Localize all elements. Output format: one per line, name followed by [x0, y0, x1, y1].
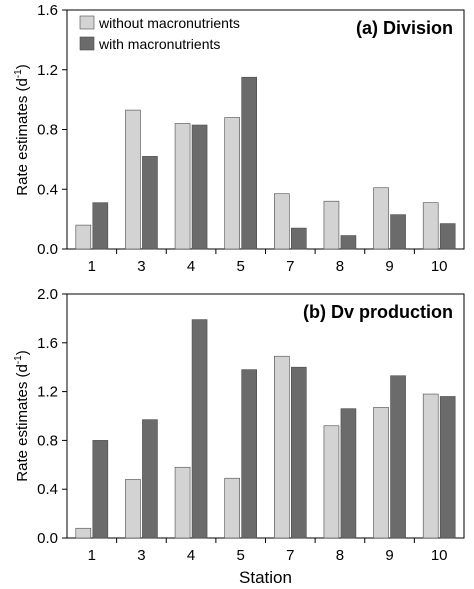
x-tick-label: 9 [385, 547, 393, 564]
bar-without-9 [373, 187, 389, 250]
x-axis-label: Station [239, 568, 292, 587]
y-tick-label: 1.6 [37, 2, 58, 19]
y-tick-label: 0.0 [37, 530, 58, 547]
bar-with-8 [340, 235, 357, 250]
y-tick-label: 0.4 [37, 181, 58, 198]
x-tick-label: 9 [385, 258, 393, 275]
bar-with-3 [142, 156, 158, 250]
x-tick-label: 3 [137, 258, 145, 275]
bar-without-8 [323, 200, 340, 250]
bar-with-9 [390, 214, 406, 250]
bar-with-10 [439, 223, 456, 250]
x-tick-label: 1 [88, 547, 96, 564]
bar-with-8 [340, 408, 357, 539]
bar-without-10 [422, 202, 439, 250]
y-tick-label: 1.6 [37, 335, 58, 352]
panel-a: 0.0 0.4 0.8 1.2 1.6 Rate estimates (d-1) 1 3 4 5 7… [13, 2, 465, 275]
bar-without-9 [373, 407, 389, 539]
bar-without-1 [75, 224, 92, 250]
bar-with-1 [92, 440, 109, 539]
bar-with-5 [241, 76, 257, 250]
legend-label: without macronutrients [98, 15, 240, 31]
bar-with-4 [191, 319, 208, 539]
y-tick-label: 0.8 [37, 432, 58, 449]
bar-with-7 [291, 366, 307, 539]
bar-without-8 [323, 425, 340, 539]
bar-without-7 [274, 193, 290, 250]
bar-without-4 [174, 123, 191, 250]
bar-with-9 [390, 375, 406, 539]
x-tick-label: 4 [187, 547, 195, 564]
x-tick-label: 10 [431, 547, 448, 564]
legend-swatch [79, 15, 95, 30]
y-tick-label: 2.0 [37, 286, 58, 303]
x-tick-label: 7 [286, 258, 294, 275]
bar-without-3 [125, 479, 141, 539]
bar-without-4 [174, 466, 191, 539]
x-tick-label: 5 [237, 258, 245, 275]
panel-title: (a) Division [356, 18, 453, 38]
x-tick-label: 3 [137, 547, 145, 564]
bar-without-5 [224, 477, 240, 539]
y-axis-label: Rate estimates (d-1) [13, 64, 31, 195]
x-tick-label: 8 [336, 258, 344, 275]
bar-with-1 [92, 202, 109, 250]
bar-without-3 [125, 109, 141, 250]
y-tick-label: 0.0 [37, 241, 58, 258]
legend: without macronutrients with macronutrient… [79, 15, 240, 52]
x-tick-label: 1 [88, 258, 96, 275]
bar-with-3 [142, 419, 158, 539]
bar-with-7 [291, 227, 307, 250]
x-tick-label: 10 [431, 258, 448, 275]
y-tick-label: 0.8 [37, 122, 58, 139]
x-tick-label: 8 [336, 547, 344, 564]
bar-without-5 [224, 117, 240, 250]
y-axis-label: Rate estimates (d-1) [13, 350, 31, 481]
x-tick-label: 4 [187, 258, 195, 275]
panel-b: 0.0 0.4 0.8 1.2 1.6 2.0 Rate estimates (d-1) 1 3… [13, 286, 465, 587]
bar-with-10 [439, 396, 456, 539]
y-tick-label: 1.2 [37, 384, 58, 401]
legend-label: with macronutrients [98, 36, 220, 52]
bar-with-5 [241, 369, 257, 539]
bar-with-4 [191, 124, 208, 250]
legend-swatch [79, 36, 95, 51]
panel-title: (b) Dv production [303, 302, 453, 322]
x-tick-label: 7 [286, 547, 294, 564]
bar-without-1 [75, 527, 92, 539]
y-tick-label: 1.2 [37, 62, 58, 79]
x-tick-label: 5 [237, 547, 245, 564]
y-tick-label: 0.4 [37, 481, 58, 498]
bar-without-7 [274, 355, 290, 539]
bar-without-10 [422, 393, 439, 539]
